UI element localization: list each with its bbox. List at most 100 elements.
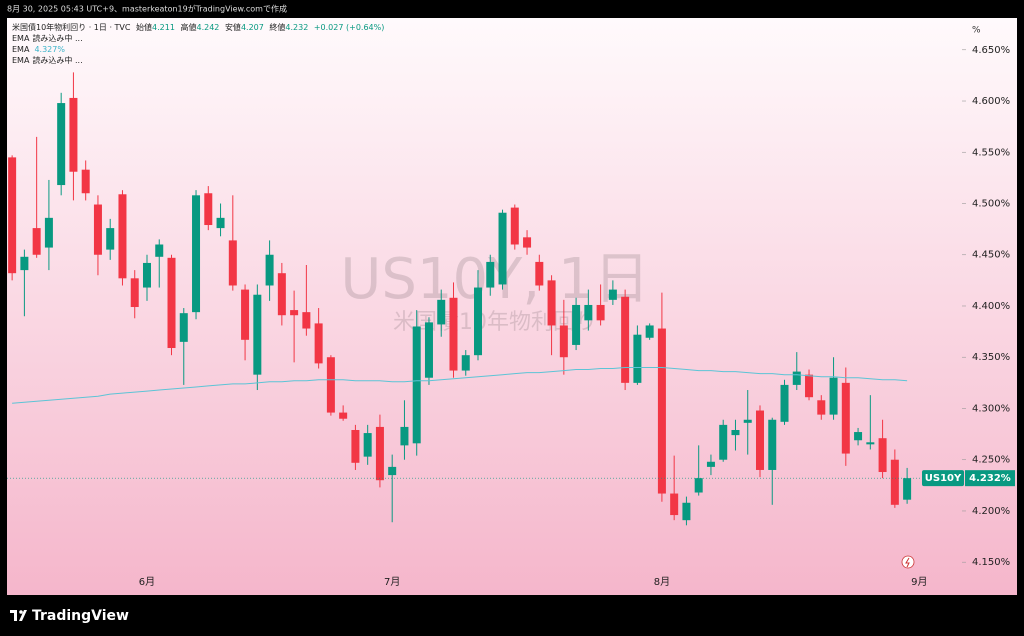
candle-body bbox=[155, 244, 164, 257]
candle-body bbox=[69, 97, 78, 172]
x-tick-label: 6月 bbox=[139, 576, 155, 588]
candle-body bbox=[204, 193, 213, 226]
ohlc-value: 4.242 bbox=[196, 23, 219, 32]
candle-body bbox=[142, 262, 151, 288]
brand-name: TradingView bbox=[32, 608, 129, 624]
candle-body bbox=[474, 287, 483, 356]
candle-body bbox=[559, 325, 568, 358]
candle-body bbox=[645, 325, 654, 338]
candle-body bbox=[682, 502, 691, 521]
ohlc-label: 安値 bbox=[225, 22, 241, 32]
y-tick-label: 4.350% bbox=[972, 352, 1010, 363]
candle-body bbox=[903, 478, 912, 500]
ohlc-value: 4.211 bbox=[152, 23, 175, 32]
candle-body bbox=[314, 323, 323, 364]
candle-body bbox=[584, 304, 593, 321]
candle-body bbox=[44, 217, 53, 248]
candle-body bbox=[805, 374, 814, 398]
candle-body bbox=[743, 419, 752, 423]
x-tick-label: 8月 bbox=[654, 576, 670, 588]
indicator-status: 読み込み中 ... bbox=[32, 55, 82, 65]
y-tick-label: 4.500% bbox=[972, 199, 1010, 210]
candle-body bbox=[817, 400, 826, 415]
ohlc-value: 4.232 bbox=[285, 23, 308, 32]
candle-body bbox=[265, 254, 274, 286]
y-tick-label: 4.450% bbox=[972, 250, 1010, 261]
candle-body bbox=[854, 432, 863, 441]
y-tick-label: 4.600% bbox=[972, 96, 1010, 107]
candle-body bbox=[363, 433, 372, 457]
brand-logo: TradingView bbox=[10, 608, 129, 624]
candle-body bbox=[461, 355, 470, 371]
ohlc-label: 高値 bbox=[180, 22, 196, 32]
change: +0.027 (+0.64%) bbox=[314, 23, 385, 32]
candle-body bbox=[572, 304, 581, 345]
event-icon[interactable] bbox=[901, 555, 915, 569]
price-tag-symbol: US10Y bbox=[925, 473, 962, 484]
indicator-value: 4.327% bbox=[34, 45, 65, 54]
candle-body bbox=[633, 334, 642, 383]
candle-body bbox=[780, 384, 789, 422]
candle-body bbox=[192, 195, 201, 313]
legend-header: 米国債10年物利回り · 1日 · TVC 始値4.211 高値4.242 安値… bbox=[12, 22, 384, 32]
candle-body bbox=[339, 412, 348, 419]
candle-body bbox=[326, 357, 335, 413]
candle-body bbox=[241, 289, 250, 340]
logo-dot bbox=[19, 610, 23, 614]
marks: 4.150% 4.200% 4.250% 4.300% 4.350% 4.400% 4.45… bbox=[7, 45, 1015, 588]
ohlc-label: 始値 bbox=[136, 22, 152, 32]
candle-body bbox=[706, 461, 715, 467]
candle-body bbox=[866, 442, 875, 445]
candle-body bbox=[449, 297, 458, 371]
candle-body bbox=[621, 296, 630, 383]
indicator: EMA 読み込み中 ... bbox=[12, 55, 83, 65]
candle-body bbox=[216, 217, 225, 229]
indicator-name: EMA bbox=[12, 56, 30, 65]
y-tick-label: 4.250% bbox=[972, 455, 1010, 466]
candle-body bbox=[829, 377, 838, 415]
candle-body bbox=[32, 228, 41, 255]
ema-line bbox=[12, 367, 908, 404]
candle-body bbox=[841, 382, 850, 454]
candle-body bbox=[412, 326, 421, 444]
y-unit: % bbox=[972, 26, 981, 36]
candle-body bbox=[228, 240, 237, 286]
candle-body bbox=[351, 429, 360, 463]
candle-body bbox=[20, 256, 29, 271]
x-tick-label: 9月 bbox=[911, 576, 927, 588]
candle-body bbox=[81, 169, 90, 194]
ohlc-label: 終値 bbox=[269, 22, 285, 32]
candle-body bbox=[535, 261, 544, 286]
candle-body bbox=[731, 429, 740, 436]
candle-body bbox=[608, 289, 617, 300]
y-tick-label: 4.550% bbox=[972, 147, 1010, 158]
candle-body bbox=[400, 426, 409, 446]
candle-body bbox=[657, 328, 666, 494]
candle-body bbox=[670, 493, 679, 516]
candle-body bbox=[302, 312, 311, 329]
candle-body bbox=[179, 313, 188, 342]
candle-body bbox=[547, 280, 556, 326]
created-note: 8月 30, 2025 05:43 UTC+9、masterkeaton19がT… bbox=[7, 4, 287, 14]
indicator: EMA 読み込み中 ... bbox=[12, 33, 83, 43]
candle-body bbox=[424, 322, 433, 378]
y-tick-label: 4.300% bbox=[972, 403, 1010, 414]
indicator-status: 読み込み中 ... bbox=[32, 33, 82, 43]
candle-body bbox=[596, 304, 605, 321]
indicator-name: EMA bbox=[12, 34, 30, 43]
candle-body bbox=[57, 103, 66, 186]
indicator: EMA 4.327% bbox=[12, 45, 65, 54]
candle-body bbox=[118, 194, 127, 279]
candle-body bbox=[437, 299, 446, 325]
candle-body bbox=[890, 459, 899, 505]
candle-body bbox=[719, 424, 728, 460]
y-tick-label: 4.200% bbox=[972, 506, 1010, 517]
indicator-name: EMA bbox=[12, 45, 30, 54]
candle-body bbox=[106, 228, 115, 250]
y-tick-label: 4.400% bbox=[972, 301, 1010, 312]
candle-body bbox=[130, 278, 139, 308]
candle-body bbox=[375, 426, 384, 481]
x-tick-label: 7月 bbox=[384, 576, 400, 588]
